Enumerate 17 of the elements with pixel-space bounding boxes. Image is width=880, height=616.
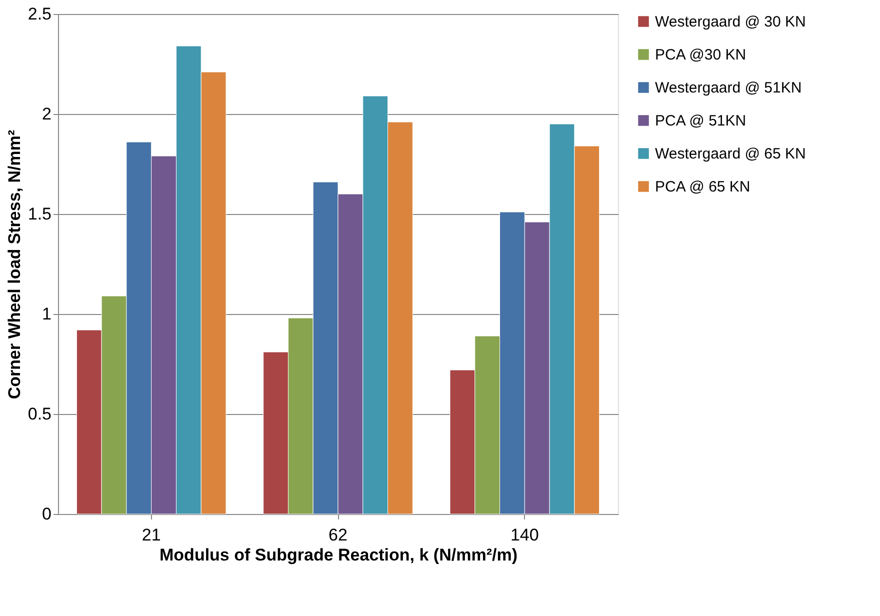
y-tick-label: 1.5: [28, 204, 52, 224]
y-tick-label: 0.5: [28, 404, 52, 424]
x-tick-label: 62: [328, 526, 348, 544]
legend-label: Westergaard @ 65 KN: [655, 146, 806, 162]
x-tick-label: 140: [510, 526, 539, 544]
legend-label: PCA @ 51KN: [655, 112, 746, 130]
legend-label: Westergaard @ 30 KN: [655, 14, 806, 30]
x-axis-title: Modulus of Subgrade Reaction, k (N/mm²/m): [160, 546, 518, 564]
legend-label: Westergaard @ 51KN: [655, 80, 802, 96]
x-tick-label: 21: [142, 526, 161, 544]
y-tick-label: 1: [42, 304, 52, 324]
legend-label: PCA @ 65 KN: [655, 178, 750, 196]
y-tick-label: 0: [42, 504, 52, 524]
legend-label: PCA @30 KN: [655, 46, 746, 64]
y-axis-title: Corner Wheel load Stress, N/mm²: [4, 130, 24, 400]
y-tick-label: 2: [42, 104, 52, 124]
y-tick-label: 2.5: [28, 4, 52, 24]
